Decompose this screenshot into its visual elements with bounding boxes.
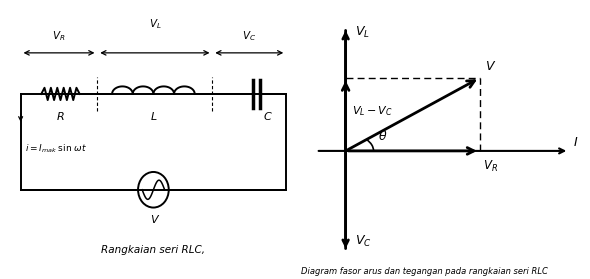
Text: $I$: $I$	[573, 136, 578, 149]
Text: $V_L - V_C$: $V_L - V_C$	[352, 104, 392, 118]
Text: $V$: $V$	[150, 213, 160, 225]
Text: L: L	[150, 112, 156, 122]
Text: $V_L$: $V_L$	[355, 25, 369, 40]
Text: $V_R$: $V_R$	[53, 29, 65, 43]
Text: $\theta$: $\theta$	[378, 129, 388, 143]
Text: $V_C$: $V_C$	[355, 234, 371, 249]
Text: $V_C$: $V_C$	[242, 29, 256, 43]
Text: Rangkaian seri RLC,: Rangkaian seri RLC,	[101, 245, 205, 255]
Text: $V$: $V$	[485, 60, 496, 73]
Text: Diagram fasor arus dan tegangan pada rangkaian seri RLC: Diagram fasor arus dan tegangan pada ran…	[301, 267, 548, 276]
Text: $V_L$: $V_L$	[149, 17, 161, 31]
Text: $V_R$: $V_R$	[483, 159, 499, 174]
Text: R: R	[57, 112, 64, 122]
Text: $i = I_{mak}$ sin $\omega t$: $i = I_{mak}$ sin $\omega t$	[25, 143, 87, 155]
Text: C: C	[263, 112, 271, 122]
